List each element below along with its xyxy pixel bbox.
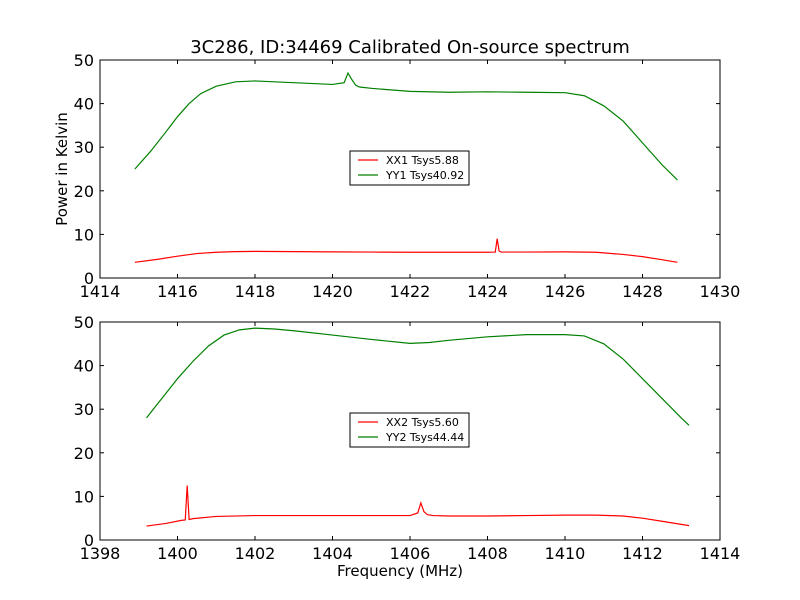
x-tick-label: 1414 bbox=[80, 282, 121, 301]
legend: XX2 Tsys5.60 YY2 Tsys44.44 bbox=[349, 412, 470, 448]
legend-entry: YY1 Tsys40.92 bbox=[385, 169, 464, 182]
series-line-xx bbox=[134, 238, 678, 263]
series-line-yy bbox=[134, 71, 678, 181]
x-tick-label: 1414 bbox=[700, 544, 741, 563]
y-tick-label: 0 bbox=[84, 269, 94, 288]
x-tick-label: 1420 bbox=[312, 282, 353, 301]
y-tick-label: 50 bbox=[74, 51, 94, 70]
figure-title: 3C286, ID:34469 Calibrated On-source spe… bbox=[190, 37, 630, 58]
y-tick-label: 20 bbox=[74, 182, 94, 201]
y-tick-label: 20 bbox=[74, 444, 94, 463]
y-tick-label: 40 bbox=[74, 357, 94, 376]
x-tick-label: 1430 bbox=[700, 282, 741, 301]
x-tick-label: 1404 bbox=[312, 544, 353, 563]
legend-entry: XX2 Tsys5.60 bbox=[386, 416, 459, 429]
y-tick-label: 30 bbox=[74, 138, 94, 157]
x-tick-label: 1422 bbox=[390, 282, 431, 301]
x-tick-label: 1400 bbox=[157, 544, 198, 563]
x-tick-label: 1412 bbox=[622, 544, 663, 563]
x-tick-label: 1402 bbox=[235, 544, 276, 563]
legend-box bbox=[349, 150, 470, 186]
y-tick-label: 10 bbox=[74, 225, 94, 244]
x-tick-label: 1418 bbox=[235, 282, 276, 301]
x-tick-label: 1428 bbox=[622, 282, 663, 301]
y-tick-label: 0 bbox=[84, 531, 94, 550]
x-tick-label: 1410 bbox=[545, 544, 586, 563]
x-tick-label: 1424 bbox=[467, 282, 508, 301]
x-tick-label: 1398 bbox=[80, 544, 121, 563]
y-tick-label: 50 bbox=[74, 313, 94, 332]
legend-entry: YY2 Tsys44.44 bbox=[385, 431, 464, 444]
series-line-xx bbox=[146, 485, 690, 527]
x-tick-label: 1416 bbox=[157, 282, 198, 301]
y-tick-label: 10 bbox=[74, 487, 94, 506]
top-panel: 1414 1416 1418 1420 1422 1424 1426 1428 1430 0 10 2… bbox=[53, 51, 740, 301]
x-tick-label: 1426 bbox=[545, 282, 586, 301]
y-tick-label: 40 bbox=[74, 95, 94, 114]
x-tick-label: 1408 bbox=[467, 544, 508, 563]
legend-box bbox=[349, 412, 470, 448]
legend: XX1 Tsys5.88 YY1 Tsys40.92 bbox=[349, 150, 470, 186]
y-axis-label: Power in Kelvin bbox=[53, 112, 71, 226]
x-tick-label: 1406 bbox=[390, 544, 431, 563]
x-axis-label: Frequency (MHz) bbox=[337, 562, 463, 580]
bottom-panel: 1398 1400 1402 1404 1406 1408 1410 1412 1414 0 10 2… bbox=[74, 313, 741, 580]
legend-entry: XX1 Tsys5.88 bbox=[386, 154, 459, 167]
y-tick-label: 30 bbox=[74, 400, 94, 419]
series-line-yy bbox=[146, 327, 690, 426]
